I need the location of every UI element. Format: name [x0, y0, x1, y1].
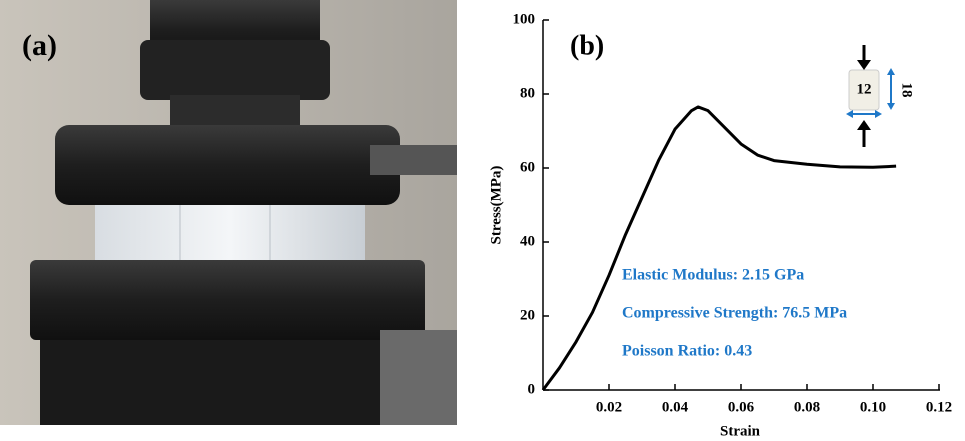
y-tick-label: 80 [520, 85, 535, 101]
x-tick-label: 0.08 [794, 399, 820, 415]
upper-plate [55, 125, 400, 205]
x-tick-label: 0.04 [662, 399, 689, 415]
lower-plate [30, 260, 425, 340]
specimen [95, 205, 365, 260]
x-tick-label: 0.12 [926, 399, 952, 415]
panel-label: (a) [22, 29, 57, 62]
lower-clamp [380, 330, 457, 425]
x-tick-label: 0.06 [728, 399, 755, 415]
chart: (b) Strain Stress(MPa) 12 18 [488, 20, 940, 439]
annotation: Compressive Strength: 76.5 MPa [622, 305, 847, 322]
side-clamp [370, 145, 457, 175]
inset-width: 12 [857, 81, 872, 97]
dim-arrow-head [875, 110, 882, 118]
inset-icon: 12 18 [846, 45, 915, 147]
panel-label: (b) [570, 30, 604, 61]
annotation: Elastic Modulus: 2.15 GPa [622, 267, 804, 284]
upper-collar [140, 40, 330, 100]
y-tick-label: 100 [513, 11, 536, 27]
y-tick-label: 40 [520, 233, 535, 249]
y-axis-label: Stress(MPa) [488, 166, 504, 245]
upper-plate-neck [170, 95, 300, 125]
load-arrow-head [857, 120, 871, 130]
photo: (a) [0, 0, 457, 425]
dim-arrow-head [887, 103, 895, 110]
x-tick-label: 0.10 [860, 399, 886, 415]
dim-arrow-head [846, 110, 853, 118]
load-arrow-head [857, 60, 871, 70]
x-tick-label: 0.02 [596, 399, 622, 415]
y-tick-label: 60 [520, 159, 535, 175]
annotation: Poisson Ratio: 0.43 [622, 343, 752, 360]
y-tick-label: 0 [528, 381, 536, 397]
stress-strain-curve [541, 105, 897, 391]
dim-arrow-head [887, 68, 895, 75]
x-axis-label: Strain [720, 423, 761, 439]
y-tick-label: 20 [520, 307, 535, 323]
inset-height: 18 [899, 83, 915, 98]
